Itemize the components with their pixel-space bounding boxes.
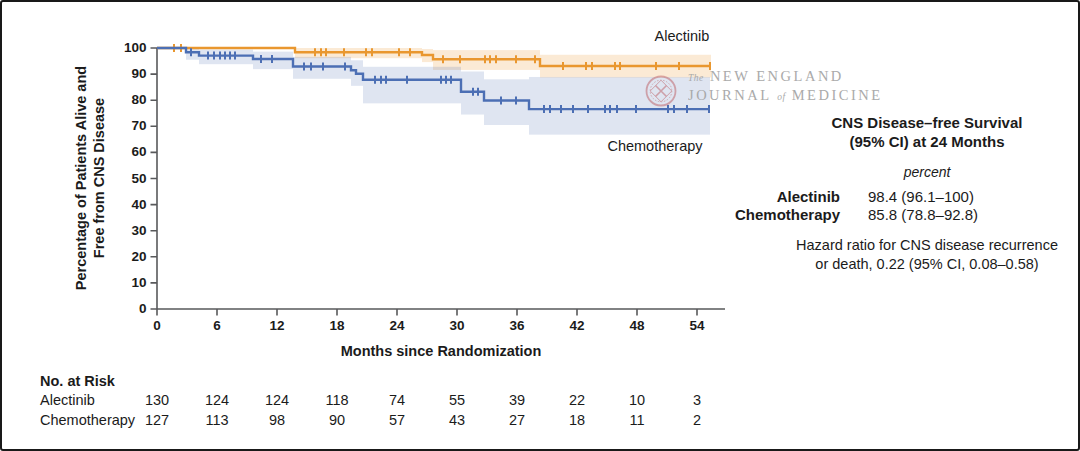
risk-count-alectinib: 74 [375,392,419,408]
y-tick-label: 90 [113,66,147,82]
risk-count-alectinib: 10 [615,392,659,408]
curve-label-chemotherapy: Chemotherapy [582,138,728,154]
y-tick-label: 0 [113,301,147,317]
risk-row-label-alectinib: Alectinib [40,392,95,408]
y-tick-label: 50 [113,171,147,187]
risk-count-chemotherapy: 90 [315,412,359,428]
km-chart-canvas [2,2,1080,451]
stats-row-value-chemotherapy: 85.8 (78.8–92.8) [868,206,1080,223]
y-tick-label: 40 [113,197,147,213]
risk-table-title: No. at Risk [40,373,115,389]
risk-row-label-chemotherapy: Chemotherapy [40,412,135,428]
risk-count-chemotherapy: 2 [675,412,719,428]
ci-band-chemotherapy [186,48,199,60]
x-tick-label: 30 [437,318,477,334]
x-tick-label: 48 [617,318,657,334]
stats-row-value-alectinib: 98.4 (96.1–100) [868,188,1080,205]
risk-count-chemotherapy: 18 [555,412,599,428]
nejm-seal-icon [643,73,679,109]
risk-count-alectinib: 130 [135,392,179,408]
stats-title-line1: CNS Disease–free Survival [757,113,1080,132]
risk-count-chemotherapy: 43 [435,412,479,428]
risk-count-alectinib: 124 [255,392,299,408]
curve-label-alectinib: Alectinib [612,28,752,44]
nejm-watermark: The NEW ENGLAND JOURNAL of MEDICINE [688,68,883,106]
risk-count-chemotherapy: 27 [495,412,539,428]
x-tick-label: 12 [257,318,297,334]
y-axis-title-line1: Percentage of Patients Alive and [72,28,90,328]
risk-count-alectinib: 124 [195,392,239,408]
risk-count-alectinib: 22 [555,392,599,408]
y-tick-label: 20 [113,249,147,265]
x-tick-label: 24 [377,318,417,334]
risk-count-alectinib: 39 [495,392,539,408]
risk-count-chemotherapy: 113 [195,412,239,428]
y-axis-title: Percentage of Patients Alive and Free fr… [72,28,112,328]
ci-band-chemotherapy [529,77,710,135]
y-tick-label: 80 [113,92,147,108]
y-tick-label: 100 [113,40,147,56]
y-tick-label: 60 [113,144,147,160]
stats-row-label-chemotherapy: Chemotherapy [692,206,840,223]
stats-title-line2: (95% CI) at 24 Months [757,132,1080,151]
hazard-ratio-line1: Hazard ratio for CNS disease recurrence [757,236,1080,255]
risk-count-chemotherapy: 11 [615,412,659,428]
y-tick-label: 10 [113,275,147,291]
risk-count-chemotherapy: 57 [375,412,419,428]
km-figure-panel: Percentage of Patients Alive and Free fr… [0,0,1080,451]
x-tick-label: 6 [197,318,237,334]
hazard-ratio-line2: or death, 0.22 (95% CI, 0.08–0.58) [757,255,1080,274]
x-tick-label: 36 [497,318,537,334]
ci-band-chemotherapy [363,67,461,104]
risk-count-alectinib: 3 [675,392,719,408]
watermark-the: The [688,73,704,83]
stats-row-label-alectinib: Alectinib [692,188,840,205]
risk-count-alectinib: 55 [435,392,479,408]
x-axis-title: Months since Randomization [157,343,725,359]
y-tick-label: 30 [113,223,147,239]
y-axis-title-line2: Free from CNS Disease [90,28,108,328]
risk-count-chemotherapy: 127 [135,412,179,428]
risk-count-chemotherapy: 98 [255,412,299,428]
x-tick-label: 0 [137,318,177,334]
x-tick-label: 18 [317,318,357,334]
watermark-line1: The NEW ENGLAND [688,68,883,87]
stats-unit-label: percent [757,164,1080,180]
ci-band-chemotherapy [484,79,529,125]
risk-count-alectinib: 118 [315,392,359,408]
x-tick-label: 54 [677,318,717,334]
x-tick-label: 42 [557,318,597,334]
y-tick-label: 70 [113,118,147,134]
watermark-line2: JOURNAL of MEDICINE [688,87,883,106]
